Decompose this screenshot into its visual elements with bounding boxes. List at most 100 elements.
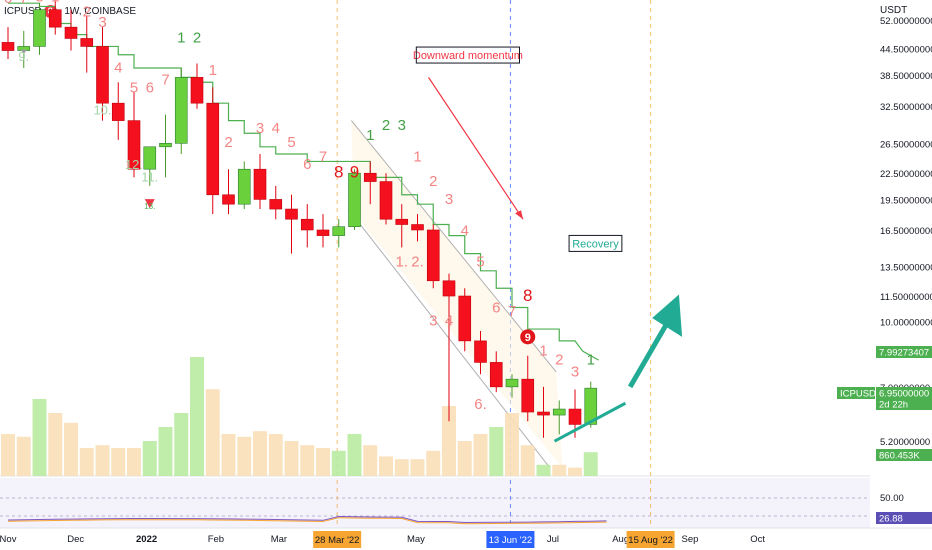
td-count-label: 5 bbox=[130, 79, 138, 96]
candle-body bbox=[1, 42, 15, 51]
y-tick-label: 44.50000000 bbox=[880, 44, 932, 55]
volume-bar bbox=[442, 406, 456, 476]
candle-body bbox=[300, 218, 314, 231]
downward-arrowhead bbox=[515, 210, 524, 220]
small-down-marker bbox=[20, 49, 27, 55]
candle-body bbox=[222, 194, 235, 205]
td-count-label: 6 bbox=[492, 300, 500, 317]
volume-bar bbox=[316, 448, 330, 476]
x-tick-label: Mar bbox=[271, 534, 287, 545]
x-tick-label: Sep bbox=[682, 534, 699, 545]
y-tick-label: 10.00000000 bbox=[880, 318, 932, 329]
candle bbox=[48, 0, 62, 35]
candle-body bbox=[143, 146, 157, 170]
volume-bar bbox=[457, 441, 472, 476]
td-count-label: 1 bbox=[209, 62, 217, 79]
candle-body bbox=[237, 168, 251, 205]
td-count-label: 2 bbox=[429, 173, 437, 190]
candle-body bbox=[206, 102, 220, 196]
candle-body bbox=[426, 229, 440, 282]
candle bbox=[426, 224, 440, 289]
price-tag-bg bbox=[876, 346, 932, 358]
candle-body bbox=[411, 224, 424, 231]
candle-body bbox=[348, 172, 361, 227]
td-count-label: 7 bbox=[20, 0, 28, 7]
candle-body bbox=[253, 168, 267, 200]
volume-bar bbox=[174, 413, 189, 476]
volume-bar bbox=[426, 450, 441, 476]
td-count-label: 5 bbox=[287, 134, 295, 151]
td-count-label: 2 bbox=[83, 3, 91, 20]
volume-bar bbox=[568, 467, 582, 476]
candle bbox=[159, 114, 172, 178]
symbol-interval: , 1W, COINBASE bbox=[58, 6, 137, 17]
td-badge-label: 9 bbox=[525, 332, 531, 344]
candle bbox=[458, 288, 472, 352]
y-tick-label: 52.00000000 bbox=[880, 16, 932, 27]
td-count-label: 7 bbox=[508, 303, 516, 320]
y-tick-label: 11.50000000 bbox=[880, 292, 932, 303]
td-count-label: 4 bbox=[461, 223, 469, 240]
sell-signal-arrow bbox=[144, 199, 155, 209]
candle-body bbox=[316, 229, 330, 236]
candle-body bbox=[363, 172, 377, 182]
td-count-label: 1 bbox=[177, 29, 185, 46]
candle bbox=[300, 204, 314, 248]
td-count-label: 8 bbox=[334, 162, 343, 181]
volume-bar bbox=[363, 445, 378, 476]
candle bbox=[206, 87, 220, 215]
candle-body bbox=[159, 143, 172, 148]
candle bbox=[505, 374, 519, 398]
y-tick-label: 26.50000000 bbox=[880, 139, 932, 150]
y-tick-label: 19.50000000 bbox=[880, 195, 932, 206]
date-marker-label: 13 Jun '22 bbox=[489, 535, 533, 546]
volume-bar bbox=[64, 422, 78, 476]
candle bbox=[348, 169, 361, 230]
date-marker-label: 15 Aug '22 bbox=[628, 535, 673, 546]
volume-bar bbox=[142, 441, 157, 476]
candle bbox=[489, 351, 503, 393]
candle-body bbox=[269, 199, 283, 210]
td-count-label: 4 bbox=[272, 120, 280, 137]
price-axis-panel bbox=[870, 0, 932, 550]
candle bbox=[316, 214, 330, 248]
volume-bar bbox=[48, 413, 63, 476]
volume-bar bbox=[300, 445, 315, 476]
td-count-label: 3 bbox=[445, 191, 453, 208]
td-count-label: 2 bbox=[555, 352, 563, 369]
candle bbox=[584, 381, 598, 428]
volume-bar bbox=[158, 427, 173, 476]
volume-bar bbox=[410, 459, 425, 476]
volume-bar bbox=[111, 448, 126, 476]
candle bbox=[537, 386, 550, 438]
x-tick-label: Feb bbox=[208, 534, 224, 545]
td-count-label: 9 bbox=[350, 162, 359, 181]
td-count-label: 12. bbox=[125, 157, 143, 172]
price-tag-text: 2d 22h bbox=[879, 400, 908, 411]
volume-bar bbox=[237, 436, 252, 476]
candle-body bbox=[174, 77, 188, 144]
td-count-label: 8 bbox=[35, 0, 43, 6]
candle bbox=[363, 161, 377, 205]
volume-bar bbox=[489, 427, 504, 476]
volume-bar bbox=[205, 389, 220, 476]
x-tick-label: May bbox=[407, 534, 425, 545]
td-count-label: 3 bbox=[571, 364, 579, 381]
volume-bar bbox=[583, 452, 598, 476]
x-tick-label: Nov bbox=[0, 534, 17, 545]
rsi-value-tag-bg bbox=[876, 512, 932, 524]
quote-currency-label: USDT bbox=[880, 5, 907, 16]
volume-bar bbox=[1, 434, 15, 476]
candle-body bbox=[537, 411, 550, 416]
candle-body bbox=[584, 387, 598, 425]
candle bbox=[474, 330, 487, 375]
volume-bar bbox=[190, 357, 204, 476]
volume-bar bbox=[552, 464, 567, 476]
price-tag-bg bbox=[876, 398, 932, 410]
candle-body bbox=[552, 408, 566, 416]
candle bbox=[237, 161, 251, 210]
td-count-label: 2 bbox=[382, 117, 390, 134]
td-count-label: 7 bbox=[319, 148, 327, 165]
